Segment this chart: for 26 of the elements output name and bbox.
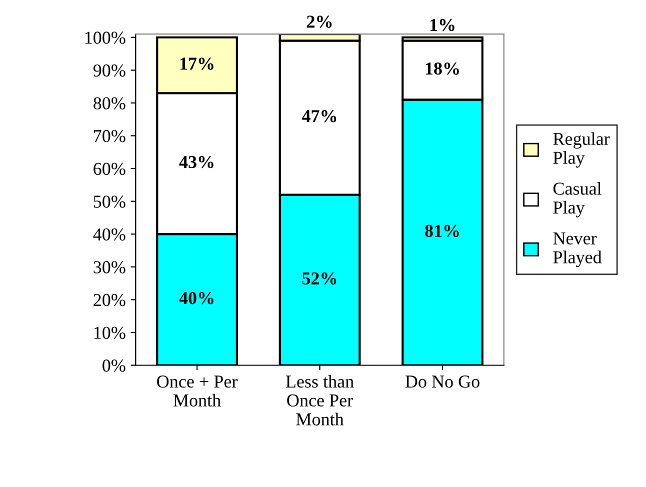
data-label: 18% (426, 62, 459, 75)
legend-label: Casual Play (553, 182, 602, 218)
data-label: 2% (306, 16, 332, 28)
y-tick-label: 30% (94, 261, 126, 274)
legend-label: Never Played (553, 232, 602, 268)
data-label: 40% (179, 292, 214, 304)
data-label: 17% (180, 58, 214, 70)
data-label: 1% (430, 18, 454, 32)
data-label: 43% (179, 156, 214, 168)
y-tick-label: 70% (94, 130, 126, 142)
y-tick-label: 40% (93, 228, 126, 241)
x-tick-label: Do No Go (405, 376, 480, 388)
data-label: 81% (425, 224, 459, 238)
y-tick-label: 60% (94, 162, 126, 176)
y-tick-label: 20% (94, 294, 126, 306)
x-tick-label: Less than Once Per Month (286, 374, 354, 426)
y-tick-label: 80% (94, 97, 126, 110)
legend-label: Regular Play (553, 132, 610, 168)
y-tick-label: 0% (102, 360, 126, 372)
data-label: 52% (302, 272, 336, 285)
y-tick-label: 90% (93, 64, 126, 77)
y-tick-label: 100% (85, 32, 126, 44)
y-tick-label: 10% (94, 326, 126, 339)
y-tick-label: 50% (94, 196, 126, 208)
x-tick-label: Once + Per Month (157, 376, 238, 407)
data-label: 47% (302, 110, 336, 122)
